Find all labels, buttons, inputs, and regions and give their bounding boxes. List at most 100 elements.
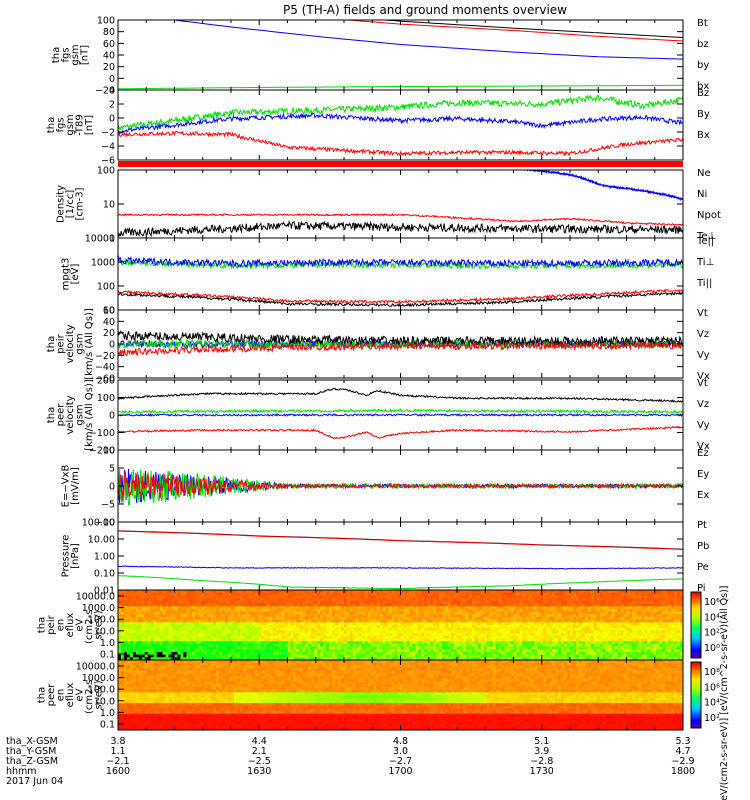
x-tick-value: 3.9 xyxy=(534,746,549,757)
colorbar xyxy=(690,661,702,729)
panel-p4: 10000 1000 100 10 Te|| Ti⊥ Ti|| mpgt3[eV] xyxy=(60,234,714,317)
x-tick-value: 1600 xyxy=(106,766,130,777)
series-Vz xyxy=(118,425,683,440)
legend-Ni: Ni xyxy=(697,189,707,200)
legend-Bx: Bx xyxy=(697,130,710,141)
legend-Ez: Ez xyxy=(697,448,709,459)
y-tick-label: 200 xyxy=(97,376,115,387)
panel-p2: 4 2 0 −2 −4 −6 Bz By Bx thafgsgsm-T89[nT] xyxy=(46,86,710,167)
panel-frame xyxy=(117,521,684,591)
y-tick-label: 60 xyxy=(103,306,115,317)
y-tick-label: 0 xyxy=(109,482,115,493)
panel-p6: 200 100 0 −100 −200 Vt Vz Vy Vx thapeervelocitygs… xyxy=(46,376,710,457)
panel-frame xyxy=(117,237,684,311)
y-tick-label: −40 xyxy=(95,362,115,373)
legend-Vy: Vy xyxy=(697,350,710,361)
figure-title: P5 (TH-A) fields and ground moments over… xyxy=(283,3,567,17)
y-tick-label: 0.10 xyxy=(94,569,115,580)
y-tick-label: 10 xyxy=(103,306,115,317)
x-axis-labels: tha_X-GSM 3.8 4.4 4.8 5.1 5.3 tha_Y-GSM 1.1 2.1 3… xyxy=(6,736,695,787)
y-tick-label: 100 xyxy=(97,166,115,177)
y-tick-label: −10 xyxy=(95,518,115,529)
colorbar xyxy=(690,591,702,659)
series-bx xyxy=(169,20,683,60)
y-tick-label: 100 xyxy=(97,16,115,27)
x-tick-value: −2.7 xyxy=(389,756,412,767)
y-tick-label: 10 xyxy=(103,446,115,457)
y-tick-label: 5 xyxy=(109,464,115,475)
colorbar-tick: 10⁶ xyxy=(704,682,720,693)
y-tick-label: 1.00 xyxy=(94,552,115,563)
series-Ne xyxy=(118,212,683,227)
series-Pi xyxy=(118,565,683,570)
legend-Ey: Ey xyxy=(697,469,709,480)
series-Ni xyxy=(118,219,683,238)
series-Vx xyxy=(118,412,683,417)
y-tick-label: 10000.0 xyxy=(76,592,115,603)
legend-Ex: Ex xyxy=(697,490,709,501)
legend-Te||: Te|| xyxy=(696,236,714,247)
series-Ez xyxy=(118,471,683,501)
y-tick-label: 80 xyxy=(103,27,115,38)
y-tick-label: −60 xyxy=(95,374,115,385)
y-tick-label: 100 xyxy=(97,393,115,404)
y-axis-label: Density[1/cc][cm-3] xyxy=(56,185,86,223)
legend-Bz: Bz xyxy=(697,88,709,99)
x-tick-value: 5.3 xyxy=(675,736,690,747)
y-tick-label: −5 xyxy=(101,500,115,511)
y-tick-label: −20 xyxy=(95,86,115,97)
legend-Vz: Vz xyxy=(697,399,709,410)
y-axis-label: thapeirenefluxeV(cm2-s-sr-eV) xyxy=(37,606,105,644)
y-tick-label: 1000.0 xyxy=(82,673,115,684)
legend-Bt: Bt xyxy=(697,18,708,29)
x-tick-value: 1800 xyxy=(671,766,695,777)
y-axis-label: thafgsgsm-T89[nT] xyxy=(46,114,95,136)
panel-p8: 100.00 10.00 1.00 0.10 0.01 Pt Pb Pe Pi Pressure[… xyxy=(60,518,709,597)
series-Vt xyxy=(118,330,683,348)
series-Te⊥ xyxy=(118,288,683,305)
y-axis-label: thapeerenefluxeV(cm2-s-sr-eV) xyxy=(37,676,105,714)
x-tick-value: −2.8 xyxy=(530,756,553,767)
legend-Vy: Vy xyxy=(697,420,710,431)
spectrogram-s1 xyxy=(118,590,683,660)
y-tick-label: 0.1 xyxy=(100,720,115,731)
y-tick-label: 10.0 xyxy=(94,626,115,637)
date-label: 2017 Jun 04 xyxy=(6,776,63,787)
y-tick-label: 4 xyxy=(109,86,115,97)
colorbar-tick: 10⁰ xyxy=(704,643,720,654)
y-tick-label: 1000 xyxy=(91,258,115,269)
colorbar-label: [eV/(cm2-s-sr-eV)] [eV/(cm^2-s-sr-eV)(Al… xyxy=(719,585,730,800)
panel-p3: 100 10 1 Ne Ni Npot Te⊥ Density[1/cc][cm-3] xyxy=(56,166,721,245)
legend-By: By xyxy=(697,109,710,120)
panels-group: 100806040200−20Btbzbybxthafgsgsm[nT]420−… xyxy=(37,16,731,800)
y-tick-label: 10.00 xyxy=(88,535,115,546)
x-tick-value: −2.9 xyxy=(671,756,694,767)
legend-Ti⊥: Ti⊥ xyxy=(696,257,714,268)
y-tick-label: 40 xyxy=(103,51,115,62)
legend-bz: bz xyxy=(697,39,709,50)
y-tick-label: 10000 xyxy=(85,234,115,245)
legend-Vx: Vx xyxy=(697,441,710,452)
y-tick-label: −4 xyxy=(101,142,115,153)
y-tick-label: −20 xyxy=(95,351,115,362)
y-tick-label: 0.1 xyxy=(100,650,115,661)
legend-Pe: Pe xyxy=(697,562,709,573)
legend-Pb: Pb xyxy=(697,541,709,552)
y-tick-label: 100.00 xyxy=(82,518,115,529)
legend-Vx: Vx xyxy=(697,371,710,382)
x-tick-value: −2.5 xyxy=(248,756,271,767)
flag-bar xyxy=(118,161,683,167)
legend-Npot: Npot xyxy=(697,210,721,221)
y-tick-label: 40 xyxy=(103,317,115,328)
x-tick-value: 1700 xyxy=(388,766,412,777)
colorbar-tick: 10⁴ xyxy=(704,612,720,623)
x-tick-value: 4.4 xyxy=(252,736,267,747)
y-tick-label: 100.0 xyxy=(88,615,115,626)
colorbar-tick: 10⁴ xyxy=(704,698,720,709)
x-tick-value: 3.8 xyxy=(110,736,125,747)
y-tick-label: 100.0 xyxy=(88,685,115,696)
y-tick-label: −100 xyxy=(89,428,115,439)
panel-p7: 10 5 0 −5 −10 Ez Ey Ex E=−VxB[mV/m] xyxy=(60,446,709,529)
y-tick-label: 20 xyxy=(103,62,115,73)
